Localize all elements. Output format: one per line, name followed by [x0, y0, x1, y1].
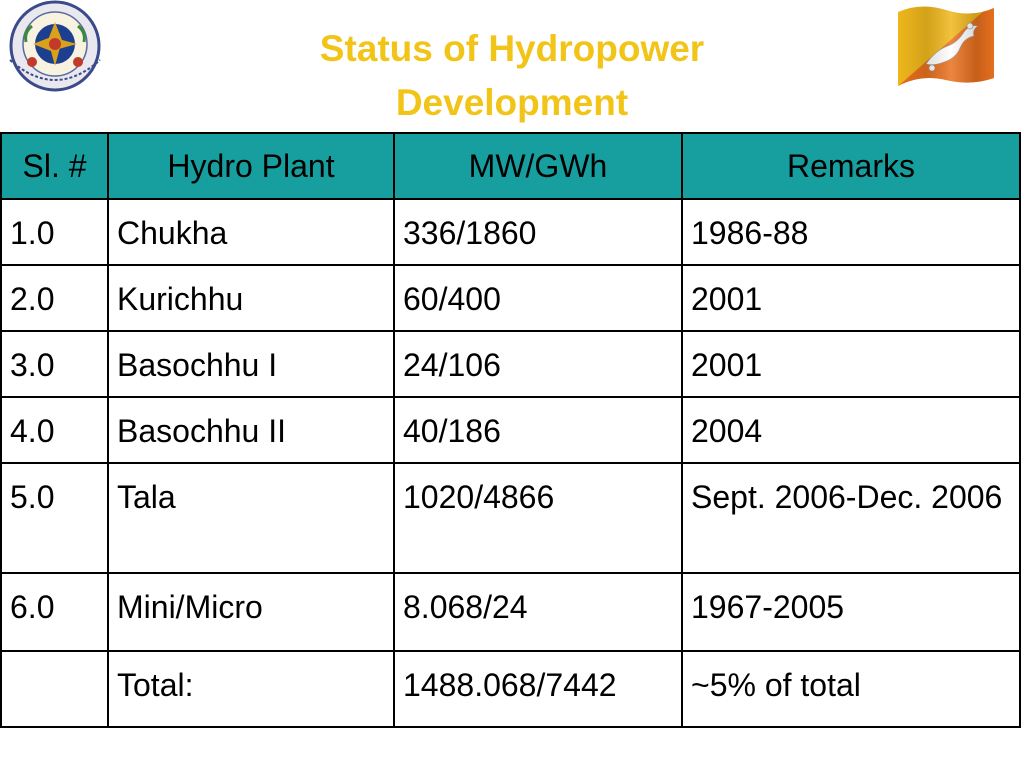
table-total-row: Total: 1488.068/7442 ~5% of total	[0, 650, 1021, 728]
cell-capacity: 60/400	[393, 264, 683, 332]
bhutan-flag-icon	[898, 6, 994, 87]
cell-total-remarks: ~5% of total	[681, 650, 1021, 728]
table-row: 6.0 Mini/Micro 8.068/24 1967-2005	[0, 572, 1021, 652]
cell-remarks: 2001	[681, 330, 1021, 398]
cell-remarks: 1967-2005	[681, 572, 1021, 652]
table-row: 5.0 Tala 1020/4866 Sept. 2006-Dec. 2006	[0, 462, 1021, 574]
cell-capacity: 8.068/24	[393, 572, 683, 652]
cell-capacity: 1020/4866	[393, 462, 683, 574]
cell-sl: 5.0	[0, 462, 109, 574]
cell-sl: 1.0	[0, 198, 109, 266]
cell-plant: Kurichhu	[107, 264, 395, 332]
cell-capacity: 336/1860	[393, 198, 683, 266]
cell-remarks: 2004	[681, 396, 1021, 464]
table-row: 2.0 Kurichhu 60/400 2001	[0, 264, 1021, 332]
cell-remarks: 1986-88	[681, 198, 1021, 266]
table-header-row: Sl. # Hydro Plant MW/GWh Remarks	[0, 132, 1021, 200]
title-line-1: Status of Hydropower	[319, 28, 705, 69]
royal-emblem-icon	[9, 0, 101, 92]
hydropower-table: Sl. # Hydro Plant MW/GWh Remarks 1.0 Chu…	[0, 132, 1021, 728]
table-row: 3.0 Basochhu I 24/106 2001	[0, 330, 1021, 398]
title-line-2: Development	[395, 82, 629, 123]
cell-plant: Chukha	[107, 198, 395, 266]
cell-total-label: Total:	[107, 650, 395, 728]
cell-sl: 4.0	[0, 396, 109, 464]
cell-plant: Basochhu II	[107, 396, 395, 464]
cell-sl: 6.0	[0, 572, 109, 652]
cell-total-capacity: 1488.068/7442	[393, 650, 683, 728]
column-header-hydro-plant: Hydro Plant	[107, 132, 395, 200]
cell-sl	[0, 650, 109, 728]
table-row: 4.0 Basochhu II 40/186 2004	[0, 396, 1021, 464]
cell-remarks: Sept. 2006-Dec. 2006	[681, 462, 1021, 574]
column-header-mw-gwh: MW/GWh	[393, 132, 683, 200]
cell-capacity: 24/106	[393, 330, 683, 398]
cell-remarks: 2001	[681, 264, 1021, 332]
column-header-remarks: Remarks	[681, 132, 1021, 200]
cell-sl: 3.0	[0, 330, 109, 398]
table-row: 1.0 Chukha 336/1860 1986-88	[0, 198, 1021, 266]
cell-plant: Basochhu I	[107, 330, 395, 398]
cell-plant: Mini/Micro	[107, 572, 395, 652]
page-title: Status of Hydropower Development	[200, 22, 824, 130]
cell-sl: 2.0	[0, 264, 109, 332]
column-header-sl: Sl. #	[0, 132, 109, 200]
cell-plant: Tala	[107, 462, 395, 574]
cell-capacity: 40/186	[393, 396, 683, 464]
